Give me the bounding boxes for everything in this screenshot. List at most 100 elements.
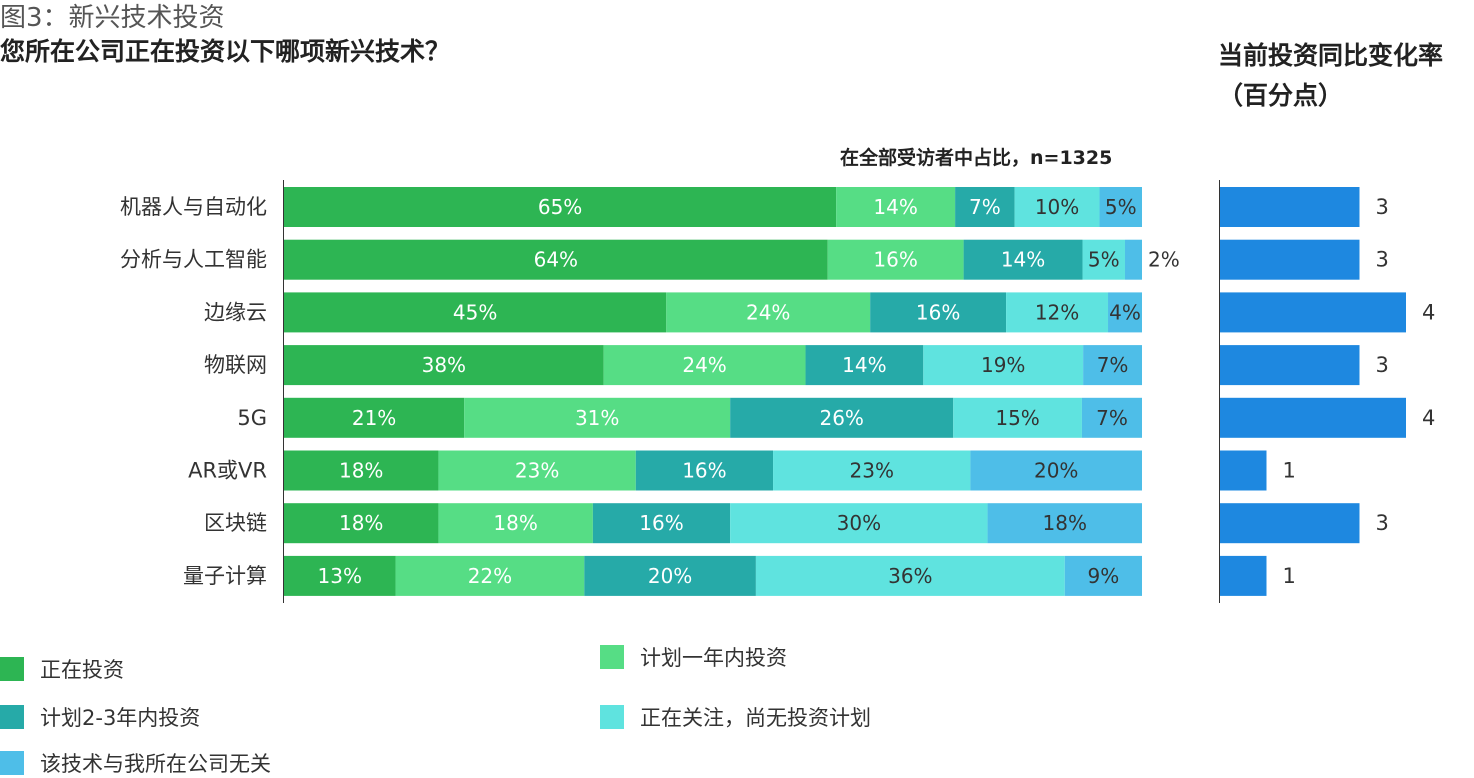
data-label: 7%	[969, 195, 1001, 219]
change-value-label: 1	[1283, 459, 1296, 483]
bar-segment	[955, 187, 1015, 227]
legend-item: 正在投资	[0, 654, 124, 684]
change-bar	[1220, 345, 1360, 386]
data-label: 18%	[339, 459, 383, 483]
legend-swatch	[0, 657, 24, 681]
bar-segment	[666, 292, 871, 333]
data-label: 18%	[1043, 511, 1087, 535]
data-label: 20%	[648, 564, 692, 588]
change-value-label: 4	[1422, 406, 1435, 430]
bar-segment	[438, 503, 593, 544]
data-label: 65%	[538, 195, 582, 219]
legend-label: 正在投资	[40, 658, 124, 682]
bar-segment	[592, 503, 731, 544]
data-label: 16%	[682, 459, 726, 483]
data-label: 18%	[339, 511, 383, 535]
bar-segment	[923, 345, 1084, 386]
change-value-label: 3	[1376, 353, 1389, 377]
bar-segment	[284, 503, 439, 544]
legend-swatch	[0, 705, 24, 729]
bar-segment	[987, 503, 1142, 544]
data-label: 7%	[1096, 406, 1128, 430]
data-label: 31%	[575, 406, 619, 430]
category-label: 物联网	[204, 353, 267, 377]
legend-label: 计划一年内投资	[640, 646, 787, 670]
data-label: 26%	[819, 406, 863, 430]
chart-question: 您所在公司正在投资以下哪项新兴技术？	[0, 37, 451, 66]
bar-segment	[773, 450, 971, 491]
data-label: 64%	[534, 248, 578, 272]
respondents-note: 在全部受访者中占比，n=1325	[840, 147, 1113, 169]
data-label: 14%	[873, 195, 917, 219]
change-bar	[1220, 555, 1267, 596]
figure-label: 图3：新兴技术投资	[0, 3, 225, 33]
change-value-label: 3	[1376, 195, 1389, 219]
data-label: 14%	[1001, 248, 1045, 272]
bar-segment	[584, 555, 756, 596]
change-chart-title-line2: （百分点）	[1218, 81, 1344, 110]
category-label: AR或VR	[188, 459, 267, 483]
data-label: 16%	[873, 248, 917, 272]
change-bar	[1220, 397, 1406, 438]
bar-segment	[730, 397, 954, 438]
data-label: 45%	[453, 300, 497, 324]
data-label: 23%	[515, 459, 559, 483]
change-bar	[1220, 292, 1406, 333]
bar-segment	[284, 397, 465, 438]
bar-segment	[755, 555, 1065, 596]
data-label: 16%	[639, 511, 683, 535]
data-label: 38%	[422, 353, 466, 377]
category-label: 分析与人工智能	[120, 248, 267, 272]
data-label: 24%	[682, 353, 726, 377]
data-label: 15%	[995, 406, 1039, 430]
bar-segment	[284, 292, 667, 333]
bar-segment	[603, 345, 806, 386]
change-bar	[1220, 239, 1360, 280]
bar-segment	[1006, 292, 1109, 333]
data-label: 30%	[837, 511, 881, 535]
legend-item: 正在关注，尚无投资计划	[600, 702, 871, 732]
bar-segment	[1125, 239, 1142, 280]
data-label: 20%	[1034, 459, 1078, 483]
data-label: 10%	[1035, 195, 1079, 219]
legend-swatch	[600, 645, 624, 669]
bar-segment	[1064, 555, 1142, 596]
data-label: 9%	[1088, 564, 1120, 588]
category-label: 区块链	[204, 511, 267, 535]
legend-label: 该技术与我所在公司无关	[40, 752, 271, 776]
bar-segment	[1083, 345, 1142, 386]
data-label: 7%	[1097, 353, 1129, 377]
change-bar	[1220, 450, 1267, 491]
legend-swatch	[600, 705, 624, 729]
bar-segment	[836, 187, 956, 227]
bar-segment	[1108, 292, 1142, 333]
data-label: 24%	[746, 300, 790, 324]
bar-segment	[464, 397, 731, 438]
data-label: 4%	[1109, 300, 1141, 324]
data-label: 12%	[1035, 300, 1079, 324]
change-bar	[1220, 187, 1360, 227]
legend-label: 计划2-3年内投资	[40, 706, 201, 730]
bar-segment	[1082, 239, 1126, 280]
legend-label: 正在关注，尚无投资计划	[640, 706, 871, 730]
change-value-label: 3	[1376, 248, 1389, 272]
data-label: 16%	[916, 300, 960, 324]
bar-segment	[284, 345, 604, 386]
change-value-label: 3	[1376, 511, 1389, 535]
bar-segment	[730, 503, 988, 544]
bar-segment	[438, 450, 636, 491]
data-label: 13%	[318, 564, 362, 588]
legend-item: 该技术与我所在公司无关	[0, 748, 271, 778]
category-label: 边缘云	[204, 300, 267, 324]
bar-segment	[970, 450, 1142, 491]
bar-segment	[1081, 397, 1142, 438]
data-label: 5%	[1088, 248, 1120, 272]
bar-segment	[805, 345, 924, 386]
change-value-label: 4	[1422, 300, 1435, 324]
data-label: 18%	[493, 511, 537, 535]
bar-segment	[963, 239, 1083, 280]
data-label: 14%	[842, 353, 886, 377]
bar-segment	[953, 397, 1082, 438]
data-label: 2%	[1148, 248, 1180, 272]
